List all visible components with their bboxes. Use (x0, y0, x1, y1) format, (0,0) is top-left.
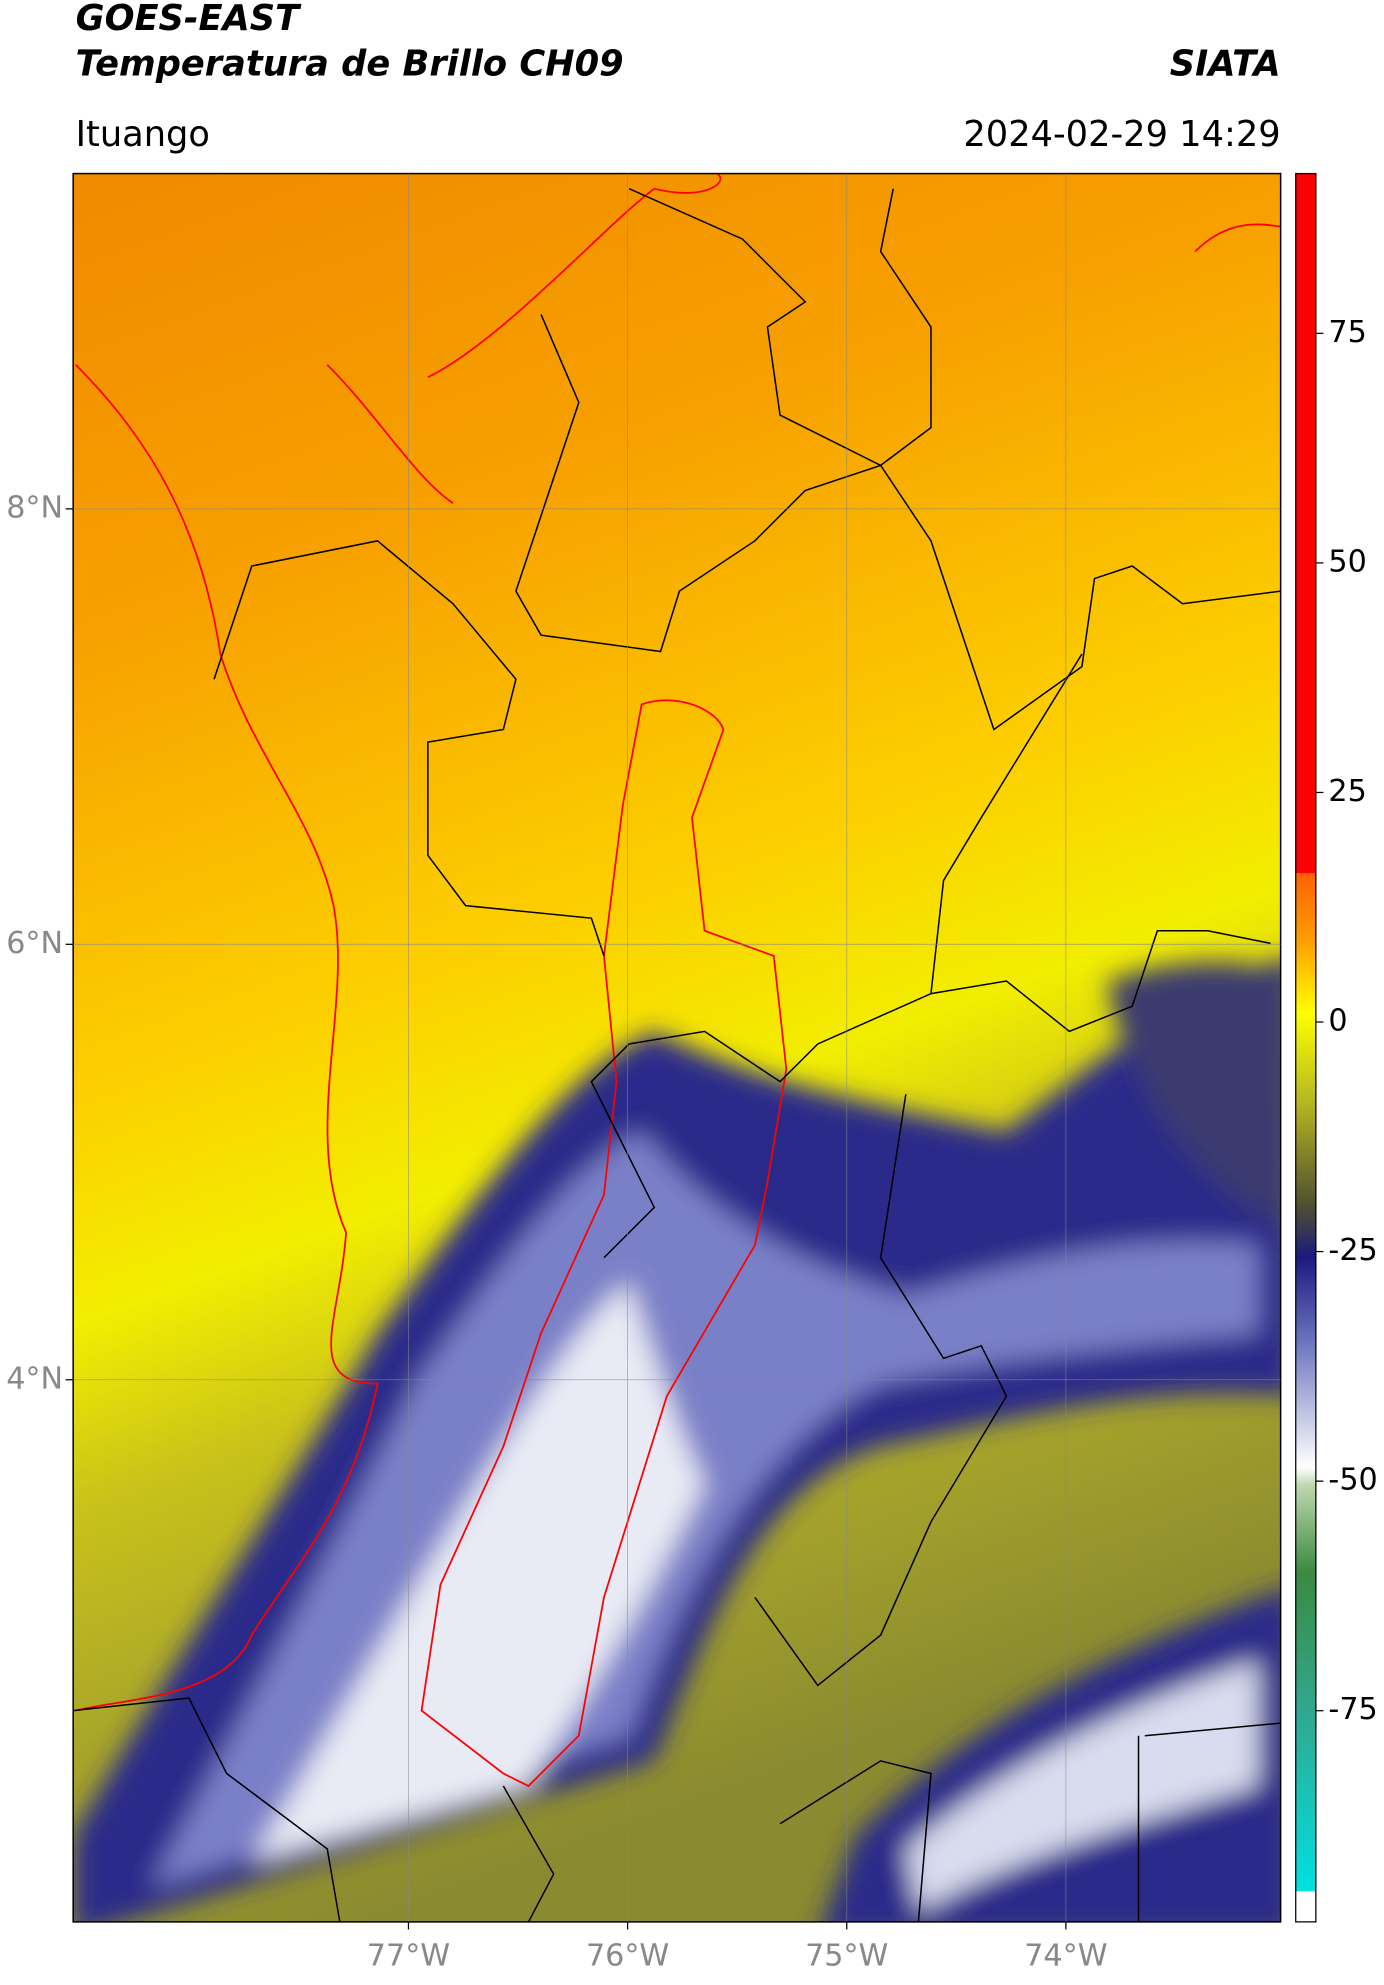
cloud-field (73, 960, 1281, 1922)
colorbar-tick-label: 0 (1328, 1004, 1347, 1039)
x-tick-label: 76°W (586, 1939, 669, 1974)
subtitle: Temperatura de Brillo CH09 (76, 43, 624, 84)
location: Ituango (76, 114, 210, 155)
colorbar-tick-label: -75 (1328, 1692, 1377, 1727)
colorbar-frame (1295, 172, 1317, 1923)
x-tick-label: 75°W (805, 1939, 888, 1974)
colorbar-tick-label: 50 (1328, 544, 1366, 579)
y-tick-label: 4°N (6, 1361, 63, 1396)
y-tick-label: 8°N (6, 490, 63, 525)
datetime: 2024-02-29 14:29 (963, 114, 1280, 155)
x-tick-label: 74°W (1024, 1939, 1107, 1974)
title: GOES-EAST (76, 0, 302, 39)
coastline (75, 173, 1281, 1788)
colorbar-tick-label: -25 (1328, 1233, 1377, 1268)
colorbar-tick-label: 25 (1328, 774, 1366, 809)
colorbar-tick-label: -50 (1328, 1463, 1377, 1498)
source: SIATA (1170, 43, 1281, 84)
admin-borders (73, 187, 1281, 1922)
y-tick-label: 6°N (6, 926, 63, 961)
x-tick-label: 77°W (367, 1939, 450, 1974)
map-frame (72, 172, 1282, 1923)
colorbar-tick-label: 75 (1328, 315, 1366, 350)
colorbar (1295, 173, 1316, 1922)
map-area (73, 173, 1281, 1922)
